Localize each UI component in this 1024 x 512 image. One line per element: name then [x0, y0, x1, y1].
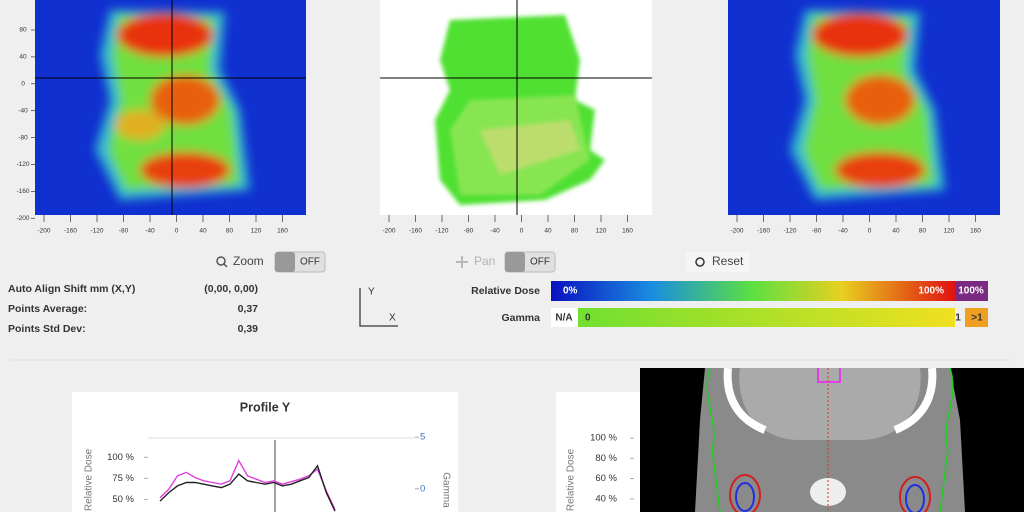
- legend-label: Relative Dose: [471, 285, 540, 297]
- y-tick-label: 80: [19, 27, 27, 34]
- x-tick-label: -120: [783, 228, 796, 235]
- x-tick-label: 160: [277, 228, 288, 235]
- y-tick-label: 75 %: [112, 473, 134, 484]
- x-tick-label: 40: [892, 228, 900, 235]
- pan-toggle[interactable]: OFF: [504, 251, 556, 273]
- x-tick-label: -80: [464, 228, 474, 235]
- info-label: Auto Align Shift mm (X,Y): [8, 283, 135, 295]
- y-tick-label: 100 %: [107, 452, 134, 463]
- legend-over: >1: [971, 313, 983, 324]
- y-tick-label: -200: [16, 215, 29, 222]
- axis-y-letter: Y: [368, 287, 375, 298]
- x-tick-label: -120: [435, 228, 448, 235]
- gamma-map: [380, 0, 652, 215]
- x-tick-label: -40: [490, 228, 500, 235]
- pan-state: OFF: [530, 257, 550, 268]
- legend-label: Gamma: [501, 312, 540, 324]
- y-tick-label: -80: [18, 134, 28, 141]
- legend-over: 100%: [958, 286, 984, 297]
- x-tick-label: -200: [37, 228, 50, 235]
- reset-button[interactable]: Reset: [686, 252, 750, 272]
- dose-map-calculated: [728, 0, 1000, 215]
- x-tick-label: 160: [970, 228, 981, 235]
- x-tick-label: 120: [596, 228, 607, 235]
- x-tick-label: -200: [730, 228, 743, 235]
- y-tick-label: 0: [21, 81, 25, 88]
- pan-label: Pan: [474, 254, 495, 268]
- x-tick-label: -200: [382, 228, 395, 235]
- x-tick-label: -80: [119, 228, 129, 235]
- ct-image: [640, 368, 1024, 512]
- zoom-control[interactable]: Zoom: [216, 254, 264, 268]
- x-tick-label: 40: [544, 228, 552, 235]
- profile-title: Profile Y: [240, 400, 291, 414]
- legend-min: 0%: [563, 286, 578, 297]
- x-tick-label: -80: [812, 228, 822, 235]
- x-tick-label: -40: [145, 228, 155, 235]
- legend-min: 0: [585, 313, 591, 324]
- info-label: Points Std Dev:: [8, 323, 86, 335]
- x-tick-label: -40: [838, 228, 848, 235]
- legend-max: 1: [955, 313, 961, 324]
- x-tick-label: 120: [251, 228, 262, 235]
- zoom-label: Zoom: [233, 254, 264, 268]
- x-tick-label: 160: [622, 228, 633, 235]
- y2-tick-label: 0: [420, 483, 425, 494]
- info-value: (0,00, 0,00): [204, 283, 258, 295]
- y-tick-label: 40: [19, 54, 27, 61]
- gamma-legend: Gamma N/A 0 1 >1: [501, 308, 988, 327]
- pan-control[interactable]: Pan: [456, 254, 495, 268]
- axes-icon: Y X: [359, 287, 398, 327]
- info-label: Points Average:: [8, 303, 87, 315]
- info-value: 0,37: [238, 303, 259, 315]
- y2-tick-label: 5: [420, 432, 425, 443]
- x-tick-label: -160: [757, 228, 770, 235]
- info-value: 0,39: [238, 323, 259, 335]
- x-tick-label: 120: [944, 228, 955, 235]
- x-tick-label: -120: [90, 228, 103, 235]
- x-tick-label: -160: [409, 228, 422, 235]
- profile-line: [159, 459, 336, 510]
- profile-line: [159, 464, 336, 512]
- profile-y-card: [72, 392, 458, 512]
- dose-map-measured: [35, 0, 306, 215]
- y-tick-label: 80 %: [595, 453, 617, 464]
- profile-x-card: [556, 392, 640, 512]
- axis-x-letter: X: [389, 313, 396, 324]
- legend-max: 100%: [918, 286, 944, 297]
- y-tick-label: 100 %: [590, 433, 617, 444]
- zoom-state: OFF: [300, 257, 320, 268]
- y-tick-label: -120: [16, 161, 29, 168]
- crosshair: [35, 0, 652, 215]
- y-tick-label: -40: [18, 107, 28, 114]
- x-tick-label: 40: [199, 228, 207, 235]
- x-tick-label: 0: [175, 228, 179, 235]
- y-axis-label: Relative Dose: [566, 448, 577, 511]
- x-tick-label: -160: [64, 228, 77, 235]
- y-axis-label: Relative Dose: [84, 448, 95, 511]
- y-tick-label: 60 %: [595, 473, 617, 484]
- x-tick-label: 0: [868, 228, 872, 235]
- reset-label: Reset: [712, 254, 744, 268]
- x-tick-label: 80: [226, 228, 234, 235]
- dose-legend: Relative Dose 0% 100% 100%: [471, 281, 988, 301]
- x-tick-label: 80: [919, 228, 927, 235]
- y-tick-label: 40 %: [595, 493, 617, 504]
- x-tick-label: 80: [571, 228, 579, 235]
- y-tick-label: -160: [16, 188, 29, 195]
- legend-na: N/A: [555, 313, 572, 324]
- x-tick-label: 0: [520, 228, 524, 235]
- y2-axis-label: Gamma: [440, 472, 451, 508]
- info-panel: Auto Align Shift mm (X,Y) (0,00, 0,00) P…: [8, 283, 258, 335]
- y-tick-label: 50 %: [112, 494, 134, 505]
- zoom-toggle[interactable]: OFF: [274, 251, 326, 273]
